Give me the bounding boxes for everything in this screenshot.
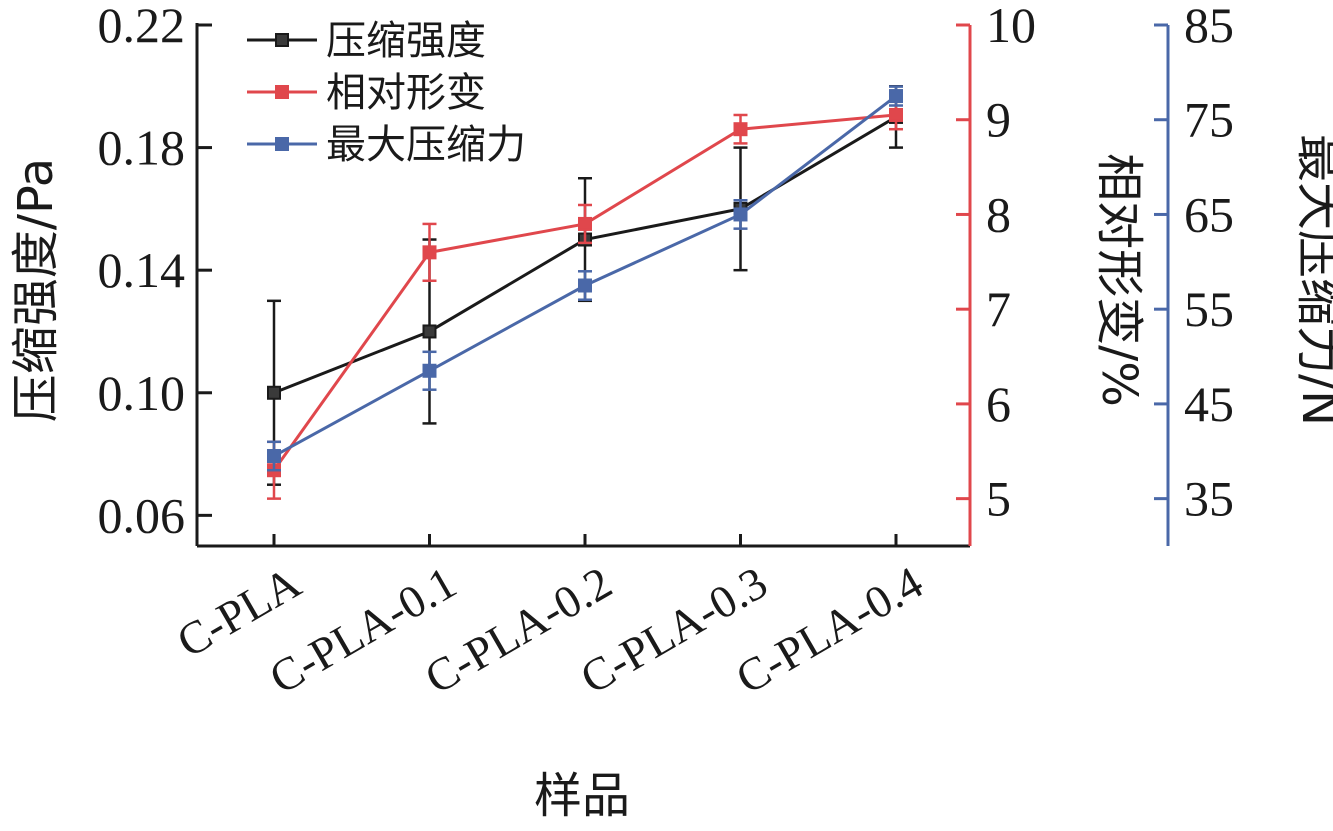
legend-label: 压缩强度 — [326, 18, 486, 64]
relative-deformation-tick-label: 8 — [986, 186, 1011, 242]
max-compressive-force-tick-label: 55 — [1184, 281, 1234, 337]
relative-deformation-tick-label: 5 — [986, 471, 1011, 527]
data-point — [267, 385, 281, 400]
max-compressive-force-tick-label: 45 — [1184, 376, 1234, 432]
data-point — [578, 216, 592, 231]
relative-deformation-tick-label: 9 — [986, 92, 1011, 148]
axes-layer: 0.06 0.10 0.14 0.18 0.22 压缩强度/Pa 5 6 7 8 9 10 相对形变/%… — [8, 0, 1333, 824]
data-point — [422, 245, 437, 260]
left-axis-title: 压缩强度/Pa — [8, 158, 64, 422]
legend-label: 相对形变 — [326, 70, 486, 116]
relative-deformation-tick-label: 7 — [986, 281, 1011, 337]
left-tick-label: 0.10 — [98, 365, 186, 421]
max-compressive-force-axis-title: 最大压缩力/N — [1291, 134, 1333, 426]
relative-deformation-tick-label: 6 — [986, 376, 1011, 432]
legend-item-2: 最大压缩力 — [247, 122, 526, 168]
legend-marker — [275, 85, 289, 99]
data-point — [733, 122, 748, 137]
relative-deformation-tick-label: 10 — [986, 0, 1036, 53]
series-layer — [267, 85, 903, 500]
left-tick-label: 0.06 — [98, 487, 186, 543]
max-compressive-force-tick-label: 85 — [1184, 0, 1234, 53]
data-point — [267, 449, 281, 464]
left-tick-label: 0.14 — [98, 242, 186, 298]
relative-deformation-axis-title: 相对形变/% — [1091, 153, 1147, 407]
legend-label: 最大压缩力 — [326, 122, 526, 168]
data-point — [422, 363, 437, 378]
legend-marker — [275, 33, 289, 47]
data-point — [422, 324, 437, 339]
legend-item-1: 相对形变 — [247, 70, 486, 116]
data-point — [733, 207, 748, 222]
left-tick-label: 0.22 — [98, 0, 186, 53]
max-compressive-force-tick-label: 35 — [1184, 471, 1234, 527]
max-compressive-force-tick-label: 75 — [1184, 92, 1234, 148]
max-compressive-force-tick-label: 65 — [1184, 186, 1234, 242]
series-2 — [267, 85, 903, 472]
legend-marker — [275, 137, 289, 151]
data-point — [889, 107, 903, 122]
x-axis-title: 样品 — [534, 768, 630, 824]
data-point — [889, 89, 903, 104]
left-tick-label: 0.18 — [98, 120, 186, 176]
data-point — [578, 278, 592, 293]
legend-item-0: 压缩强度 — [247, 18, 486, 64]
